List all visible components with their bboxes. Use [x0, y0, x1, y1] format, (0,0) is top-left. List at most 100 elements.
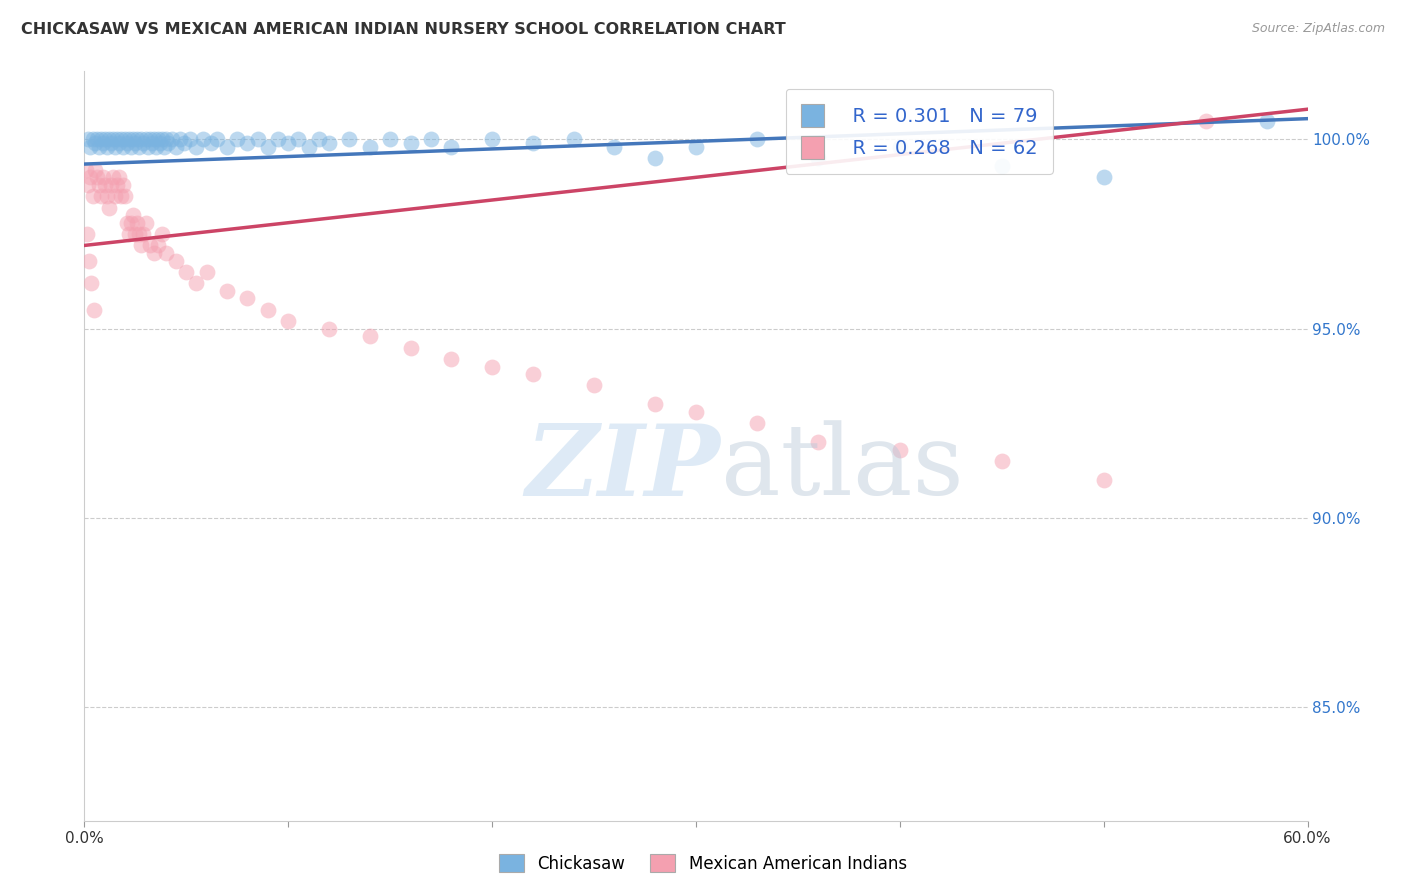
Point: [91, 136, 114, 151]
Point: [1092, 473, 1115, 487]
Point: [562, 132, 585, 146]
Point: [195, 265, 218, 279]
Point: [128, 140, 150, 154]
Point: [150, 227, 173, 241]
Point: [114, 132, 136, 146]
Point: [80, 277, 103, 291]
Text: atlas: atlas: [721, 421, 965, 516]
Point: [217, 284, 239, 298]
Point: [440, 351, 463, 366]
Point: [146, 132, 169, 146]
Point: [747, 132, 769, 146]
Point: [146, 238, 169, 252]
Point: [169, 132, 191, 146]
Point: [114, 189, 136, 203]
Point: [186, 140, 208, 154]
Point: [191, 132, 214, 146]
Point: [108, 136, 131, 151]
Point: [122, 132, 145, 146]
Point: [96, 189, 118, 203]
Point: [112, 178, 135, 192]
Point: [127, 216, 149, 230]
Point: [807, 152, 830, 166]
Legend: Chickasaw, Mexican American Indians: Chickasaw, Mexican American Indians: [492, 847, 914, 880]
Point: [86, 132, 108, 146]
Point: [110, 189, 132, 203]
Point: [481, 132, 503, 146]
Point: [145, 140, 167, 154]
Point: [603, 140, 626, 154]
Point: [93, 132, 115, 146]
Point: [236, 136, 259, 151]
Point: [991, 159, 1014, 173]
Point: [246, 132, 269, 146]
Point: [105, 178, 128, 192]
Point: [318, 321, 340, 335]
Point: [104, 189, 127, 203]
Point: [644, 152, 666, 166]
Point: [97, 201, 120, 215]
Point: [101, 132, 124, 146]
Point: [76, 227, 98, 241]
Point: [155, 246, 177, 260]
Point: [440, 140, 463, 154]
Point: [79, 140, 101, 154]
Point: [83, 302, 105, 317]
Point: [122, 208, 145, 222]
Point: [87, 140, 110, 154]
Point: [359, 329, 381, 343]
Point: [138, 132, 160, 146]
Point: [132, 136, 155, 151]
Point: [100, 178, 122, 192]
Point: [124, 227, 146, 241]
Point: [522, 136, 544, 151]
Point: [522, 367, 544, 381]
Point: [79, 170, 101, 185]
Point: [174, 265, 197, 279]
Point: [96, 140, 118, 154]
Point: [135, 216, 157, 230]
Point: [399, 136, 422, 151]
Point: [685, 140, 707, 154]
Point: [380, 132, 402, 146]
Point: [75, 162, 97, 177]
Point: [90, 132, 112, 146]
Point: [173, 136, 195, 151]
Point: [644, 397, 666, 411]
Point: [124, 136, 146, 151]
Point: [142, 246, 165, 260]
Point: [135, 132, 157, 146]
Point: [318, 136, 340, 151]
Point: [115, 216, 138, 230]
Point: [128, 227, 150, 241]
Point: [82, 132, 104, 146]
Point: [685, 405, 707, 419]
Point: [420, 132, 443, 146]
Point: [82, 189, 104, 203]
Point: [165, 253, 187, 268]
Point: [205, 132, 228, 146]
Point: [127, 132, 149, 146]
Point: [747, 417, 769, 431]
Point: [160, 132, 183, 146]
Point: [141, 136, 163, 151]
Point: [108, 170, 131, 185]
Point: [131, 132, 153, 146]
Point: [138, 238, 160, 252]
Point: [308, 132, 330, 146]
Point: [186, 277, 208, 291]
Point: [481, 359, 503, 374]
Point: [149, 136, 172, 151]
Point: [399, 341, 422, 355]
Point: [120, 140, 142, 154]
Point: [153, 140, 176, 154]
Point: [807, 435, 830, 450]
Point: [79, 253, 101, 268]
Point: [1092, 170, 1115, 185]
Point: [277, 136, 299, 151]
Point: [90, 189, 112, 203]
Point: [110, 132, 132, 146]
Point: [112, 140, 135, 154]
Point: [115, 136, 138, 151]
Point: [83, 162, 105, 177]
